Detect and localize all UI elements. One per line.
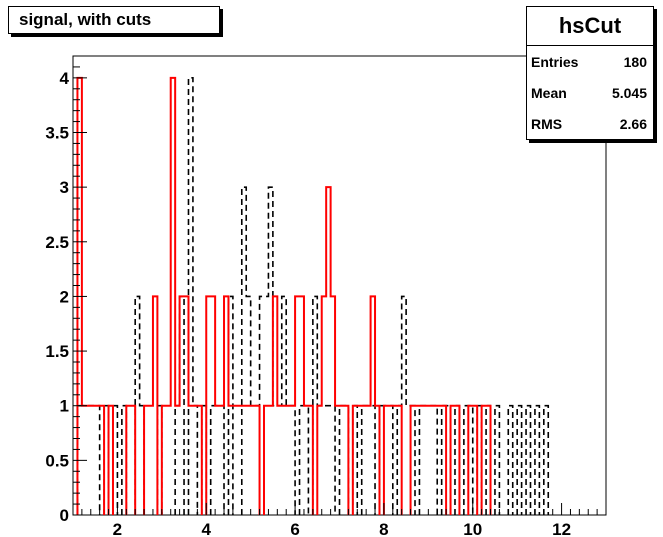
histogram-bin (428, 406, 432, 515)
x-tick-label: 8 (379, 520, 388, 537)
y-tick-label: 0.5 (45, 451, 69, 470)
histogram-bin (286, 406, 290, 515)
histogram-bin (286, 406, 290, 515)
histogram-bin (366, 406, 370, 515)
stats-mean-value: 5.045 (611, 84, 647, 101)
stats-row-mean: Mean 5.045 (527, 77, 653, 108)
y-tick-label: 1 (60, 397, 69, 416)
stats-entries-label: Entries (531, 53, 579, 70)
histogram-bin (322, 406, 326, 515)
histogram-bin (424, 406, 428, 515)
histogram-bin (166, 406, 170, 515)
histogram-bin (149, 406, 153, 515)
histogram-bin (273, 406, 277, 515)
histogram-bin (428, 406, 432, 515)
histogram-bin (326, 406, 330, 515)
y-tick-label: 3 (60, 178, 69, 197)
solid-series-outline (76, 76, 492, 515)
histogram-bin (91, 406, 95, 515)
y-tick-label: 2.5 (45, 233, 69, 252)
stats-row-entries: Entries 180 (527, 46, 653, 77)
y-tick-label: 2 (60, 287, 69, 306)
histogram-title: signal, with cuts (8, 6, 220, 34)
histogram-bin (282, 406, 286, 515)
stats-box: hsCut Entries 180 Mean 5.045 RMS 2.66 (526, 6, 654, 140)
stats-mean-label: Mean (531, 84, 567, 101)
stats-row-rms: RMS 2.66 (527, 108, 653, 139)
histogram-bin (366, 406, 370, 515)
y-tick-label: 3.5 (45, 124, 69, 143)
histogram-bin (215, 406, 219, 515)
solid-series (76, 76, 492, 515)
x-tick-label: 6 (290, 520, 299, 537)
x-tick-label: 12 (552, 520, 571, 537)
x-tick-label: 4 (202, 520, 212, 537)
histogram-bin (215, 406, 219, 515)
x-tick-label: 2 (113, 520, 122, 537)
stats-entries-value: 180 (623, 53, 647, 70)
histogram-bin (424, 406, 428, 515)
y-tick-label: 4 (60, 69, 70, 88)
x-tick-label: 10 (463, 520, 482, 537)
histogram-bin (246, 406, 250, 515)
axes: 2 4 6 8 10 12 0 0.5 1 1.5 2 2.5 3 3.5 4 (45, 55, 607, 537)
histogram-bin (251, 406, 255, 515)
histogram-bin (277, 406, 281, 515)
histogram-bin (277, 406, 281, 515)
stats-rms-label: RMS (531, 115, 563, 132)
stats-rms-value: 2.66 (619, 115, 647, 132)
histogram-bin (91, 406, 95, 515)
y-tick-label: 0 (60, 506, 69, 525)
histogram-bin (268, 406, 272, 515)
y-tick-label: 1.5 (45, 342, 69, 361)
histogram-bin (251, 406, 255, 515)
stats-histogram-name: hsCut (527, 7, 653, 46)
